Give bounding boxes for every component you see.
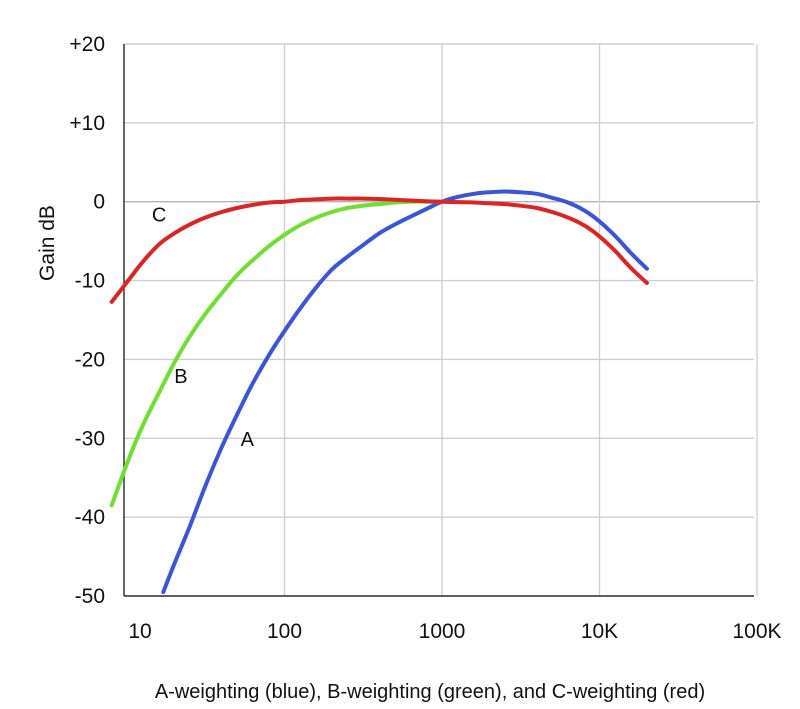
series-label-b: B [174,366,187,388]
y-axis-label: Gain dB [36,205,59,281]
x-tick-label: 10 [128,620,151,643]
x-tick-label: 100K [732,620,781,643]
series-label-c: C [152,204,166,226]
series-line-b [109,199,444,508]
series-line-c [109,196,649,304]
y-tick-label: +10 [69,112,105,135]
y-tick-label: -40 [75,506,105,529]
curves [109,189,649,595]
grid-lines [124,43,760,597]
curve-labels: A B C [152,204,255,451]
y-tick-label: +20 [69,33,105,56]
x-tick-labels: 10 100 1000 10K 100K [128,620,781,643]
x-tick-label: 1000 [419,620,466,643]
y-tick-label: -50 [75,585,105,608]
series-line-a [161,189,649,595]
y-tick-labels: +20 +10 0 -10 -20 -30 -40 -50 [69,33,105,608]
chart-caption: A-weighting (blue), B-weighting (green),… [155,681,705,703]
y-tick-label: -20 [75,348,105,371]
x-tick-label: 100 [267,620,302,643]
y-tick-label: -30 [75,427,105,450]
y-tick-label: 0 [93,191,105,214]
axes [123,44,754,597]
series-label-a: A [241,429,255,451]
x-tick-label: 10K [581,620,618,643]
y-tick-label: -10 [75,270,105,293]
